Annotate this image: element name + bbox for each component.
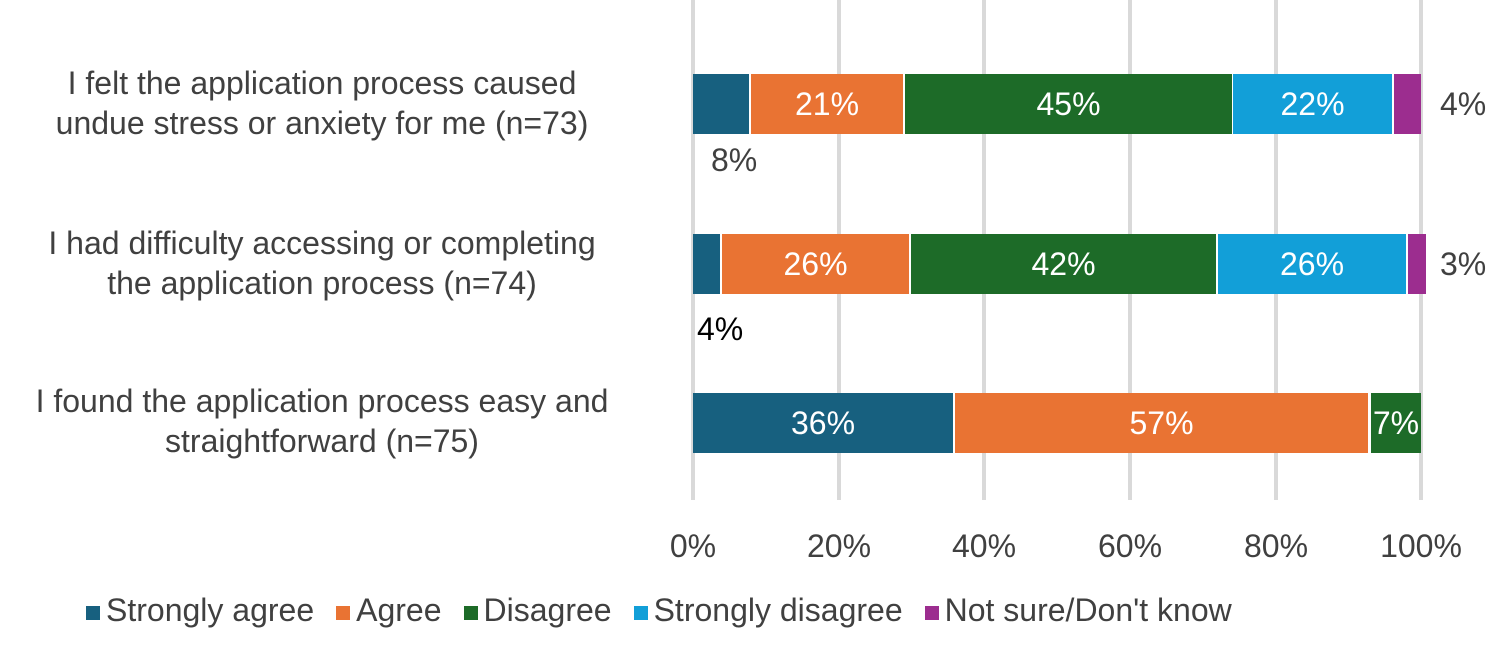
- legend-item-disagree: Disagree: [463, 592, 612, 629]
- legend-swatch-icon: [86, 605, 100, 620]
- label-not-sure-stress: 4%: [1440, 86, 1487, 122]
- category-label-difficulty: I had difficulty accessing or completing…: [48, 225, 596, 301]
- legend-swatch-icon: [463, 605, 478, 620]
- segment-not-sure: [1394, 74, 1421, 134]
- x-tick-20: 20%: [806, 528, 872, 564]
- legend-swatch-icon: [633, 605, 648, 620]
- bar-row-stress: 21% 45% 22%: [693, 74, 1421, 134]
- segment-strongly-agree: [693, 74, 752, 134]
- x-tick-100: 100%: [1380, 528, 1462, 564]
- legend-swatch-icon: [924, 605, 939, 620]
- x-tick-60: 60%: [1097, 528, 1163, 564]
- label-strongly-agree-difficulty: 4%: [697, 311, 744, 347]
- category-label-stress: I felt the application process caused un…: [55, 65, 589, 141]
- legend-item-strongly-disagree: Strongly disagree: [633, 592, 903, 629]
- segment-agree: 21%: [751, 74, 906, 134]
- segment-strongly-agree: 36%: [693, 393, 956, 453]
- legend: Strongly agree Agree Disagree Strongly d…: [86, 592, 1254, 629]
- segment-disagree: 42%: [911, 234, 1219, 294]
- segment-strongly-disagree: 22%: [1233, 74, 1395, 134]
- x-tick-80: 80%: [1243, 528, 1309, 564]
- legend-item-strongly-agree: Strongly agree: [86, 592, 314, 629]
- label-not-sure-difficulty: 3%: [1440, 246, 1487, 282]
- segment-not-sure: [1408, 234, 1426, 294]
- segment-agree: 26%: [722, 234, 912, 294]
- legend-swatch-icon: [336, 605, 351, 620]
- segment-strongly-disagree: 26%: [1218, 234, 1409, 294]
- segment-strongly-agree: [693, 234, 723, 294]
- bar-row-easy: 36% 57% 7%: [693, 393, 1421, 453]
- legend-item-agree: Agree: [336, 592, 442, 629]
- x-tick-40: 40%: [951, 528, 1017, 564]
- legend-item-not-sure: Not sure/Don't know: [924, 592, 1232, 629]
- label-strongly-agree-stress: 8%: [711, 142, 758, 178]
- x-tick-0: 0%: [669, 528, 717, 564]
- category-label-easy: I found the application process easy and…: [35, 383, 609, 459]
- bar-row-difficulty: 26% 42% 26%: [693, 234, 1426, 294]
- segment-disagree: 45%: [905, 74, 1235, 134]
- segment-disagree: 7%: [1371, 393, 1421, 453]
- segment-agree: 57%: [955, 393, 1371, 453]
